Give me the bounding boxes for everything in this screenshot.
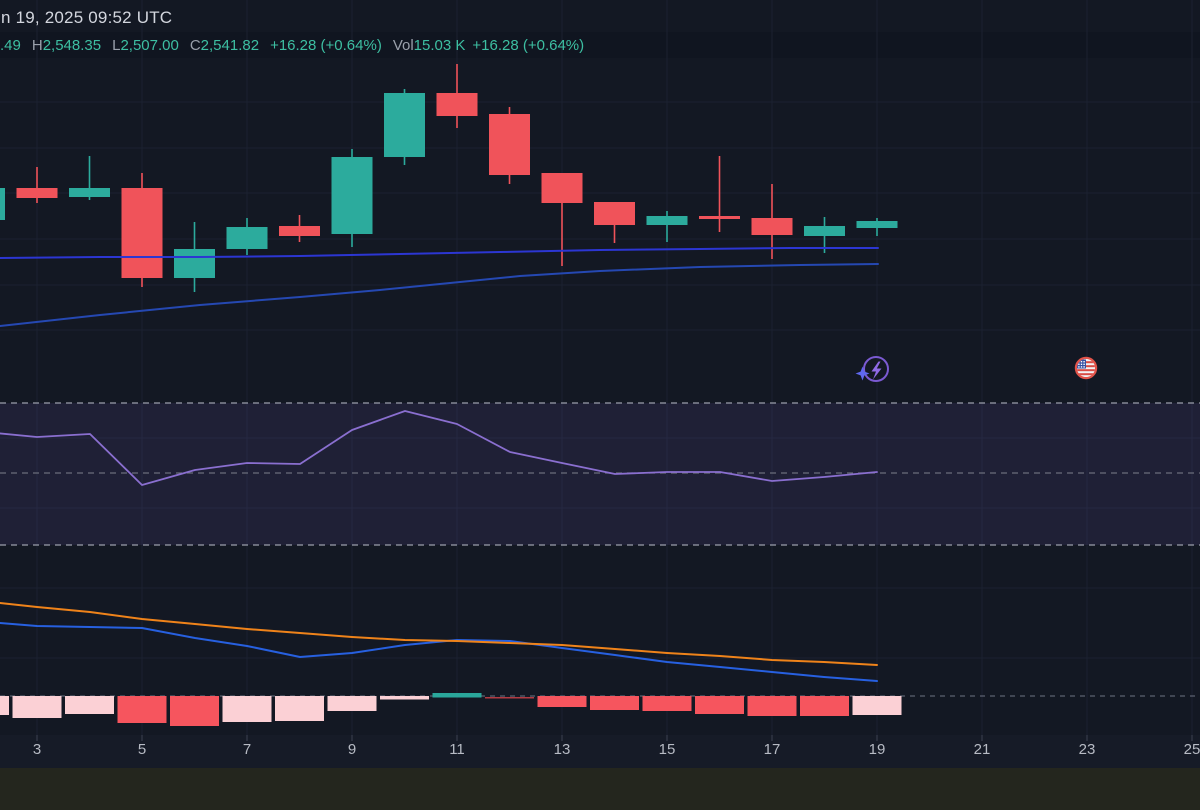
ma-slow-line bbox=[0, 263, 879, 327]
macd-histogram-bar bbox=[642, 696, 692, 711]
candlestick-body bbox=[121, 188, 163, 278]
x-axis-label: 19 bbox=[868, 741, 886, 758]
volume-label: Vol bbox=[392, 37, 414, 54]
x-axis-label: 25 bbox=[1183, 741, 1200, 758]
macd-histogram-bar bbox=[170, 696, 219, 726]
lightning-event-icon[interactable] bbox=[850, 352, 894, 388]
x-axis-label: 21 bbox=[973, 741, 991, 758]
macd-histogram-bar bbox=[0, 696, 9, 715]
close-value: 2,541.82 bbox=[200, 37, 260, 54]
macd-histogram-bar bbox=[275, 696, 324, 721]
low-value: 2,507.00 bbox=[120, 37, 179, 54]
ohlc-row: .49 H 2,548.35 L 2,507.00 C 2,541.82 +16.28… bbox=[0, 37, 595, 54]
macd-histogram-bar bbox=[800, 696, 849, 716]
candlestick-body bbox=[856, 221, 898, 228]
us-flag-event-icon[interactable] bbox=[1073, 355, 1099, 381]
candlestick-body bbox=[751, 218, 793, 235]
x-axis-label: 3 bbox=[32, 741, 42, 758]
ma-fast-line bbox=[0, 247, 879, 259]
sparkle-icon bbox=[855, 366, 870, 381]
candlestick-body bbox=[279, 226, 320, 236]
candlestick-body bbox=[594, 202, 635, 225]
axis-strip bbox=[0, 735, 1200, 768]
macd-histogram-bar bbox=[65, 696, 114, 714]
x-axis-label: 7 bbox=[242, 741, 252, 758]
x-axis-label: 11 bbox=[449, 741, 465, 758]
x-axis-label: 13 bbox=[553, 741, 571, 758]
high-value: 2,548.35 bbox=[42, 37, 102, 54]
ohlc-band bbox=[0, 32, 1200, 58]
macd-histogram-bar bbox=[380, 696, 429, 700]
candlestick-body bbox=[331, 157, 373, 234]
low-label: L bbox=[112, 37, 121, 54]
candlestick-body bbox=[646, 216, 688, 225]
macd-histogram-bar bbox=[432, 693, 482, 698]
candlestick-body bbox=[384, 93, 425, 157]
candlestick-body bbox=[226, 227, 268, 249]
macd-histogram-bar bbox=[327, 696, 377, 711]
bottom-strip bbox=[0, 768, 1200, 810]
macd-histogram-bar bbox=[852, 696, 902, 715]
candlestick-body bbox=[436, 93, 478, 116]
macd-histogram-bar bbox=[747, 696, 797, 716]
candlestick-body bbox=[0, 188, 5, 220]
candlestick-body bbox=[804, 226, 845, 236]
macd-histogram-bar bbox=[485, 697, 534, 699]
volume-value: 15.03 K bbox=[413, 37, 466, 54]
open-value-partial: .49 bbox=[0, 37, 21, 54]
candlestick-body bbox=[699, 216, 740, 219]
rsi-line bbox=[0, 410, 878, 486]
macd-histogram-bar bbox=[695, 696, 744, 714]
macd-line bbox=[0, 622, 878, 682]
macd-histogram-bar bbox=[537, 696, 587, 707]
candlestick-body bbox=[69, 188, 110, 197]
x-axis-label: 17 bbox=[763, 741, 781, 758]
macd-histogram-bar bbox=[222, 696, 272, 722]
x-axis-label: 23 bbox=[1078, 741, 1096, 758]
macd-histogram-bar bbox=[117, 696, 167, 723]
rsi-band bbox=[0, 403, 1200, 545]
candlestick-body bbox=[174, 249, 215, 278]
x-axis-label: 9 bbox=[347, 741, 357, 758]
datetime-label: n 19, 2025 09:52 UTC bbox=[1, 8, 173, 27]
change-value: +16.28 (+0.64%) bbox=[270, 37, 382, 54]
close-label: C bbox=[189, 37, 201, 54]
macd-histogram-bar bbox=[590, 696, 639, 710]
candlestick-body bbox=[16, 188, 58, 198]
macd-histogram-bar bbox=[12, 696, 62, 718]
candlestick-body bbox=[541, 173, 583, 203]
x-axis-label: 5 bbox=[137, 741, 147, 758]
volume-change-value: +16.28 (+0.64%) bbox=[472, 37, 585, 54]
x-axis[interactable]: 3 5 7 9 11 13 15 17 19 21 23 25 bbox=[0, 735, 1200, 766]
high-label: H bbox=[31, 37, 43, 54]
candlestick-body bbox=[489, 114, 530, 175]
x-axis-label: 15 bbox=[658, 741, 676, 758]
macd-signal-line bbox=[0, 602, 878, 666]
